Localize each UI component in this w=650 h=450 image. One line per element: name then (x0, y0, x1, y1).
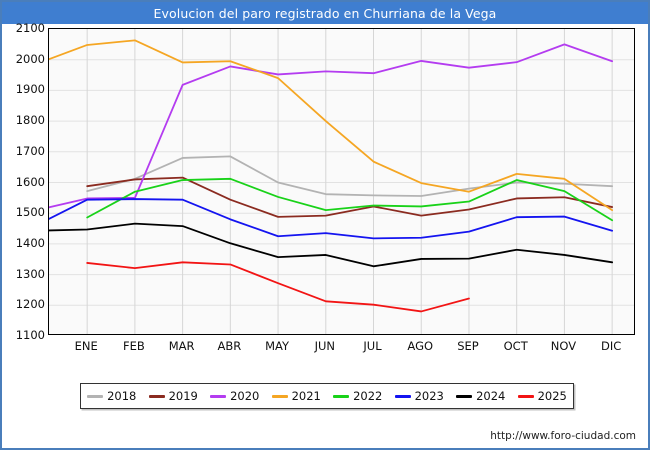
x-tick-label: DIC (600, 339, 622, 353)
legend-label: 2024 (476, 389, 506, 403)
series-line-2020 (49, 43, 614, 209)
legend-label: 2020 (230, 389, 260, 403)
x-tick-label: MAY (265, 339, 290, 353)
legend-swatch-icon (210, 394, 227, 398)
legend-swatch-icon (333, 394, 350, 398)
x-axis: ENE FEB MAR ABR MAY JUN JUL AGO SEP OCT NOV DIC (48, 339, 635, 357)
x-tick-label: ABR (217, 339, 242, 353)
legend-item-2023[interactable]: 2023 (394, 389, 444, 403)
x-tick-label: SEP (457, 339, 479, 353)
legend-item-2022[interactable]: 2022 (333, 389, 382, 403)
series-line-2025 (86, 261, 470, 313)
legend-item-2025[interactable]: 2025 (517, 389, 567, 403)
x-tick-label: AGO (407, 339, 434, 353)
series-line-2022 (86, 177, 614, 222)
y-tick-label: 2000 (15, 51, 45, 66)
x-tick-label: NOV (550, 339, 577, 353)
legend-item-2018[interactable]: 2018 (87, 389, 136, 403)
legend-item-2021[interactable]: 2021 (271, 389, 321, 403)
y-tick-label: 1300 (15, 266, 45, 281)
legend-label: 2021 (291, 389, 321, 403)
chart-legend: 2018 2019 2020 2021 2022 2023 2024 2025 (80, 383, 574, 409)
legend-label: 2018 (107, 389, 137, 403)
y-tick-label: 1400 (15, 235, 45, 250)
chart-canvas (49, 29, 634, 334)
plot-box (48, 28, 635, 335)
y-tick-label: 1100 (15, 328, 45, 342)
legend-item-2020[interactable]: 2020 (210, 389, 259, 403)
series-line-2024 (49, 222, 614, 268)
legend-swatch-icon (517, 394, 534, 398)
series-line-2023 (49, 198, 614, 240)
x-tick-label: MAR (168, 339, 195, 353)
legend-swatch-icon (271, 394, 288, 398)
footer-url: http://www.foro-ciudad.com (490, 430, 636, 442)
y-tick-label: 2100 (15, 21, 45, 35)
x-tick-label: JUN (314, 339, 336, 353)
y-tick-label: 1800 (15, 113, 45, 128)
y-tick-label: 1500 (15, 205, 45, 220)
legend-label: 2023 (414, 389, 444, 403)
legend-swatch-icon (456, 394, 473, 398)
y-tick-label: 1900 (15, 82, 45, 97)
x-tick-label: JUL (363, 339, 382, 353)
x-tick-label: FEB (123, 339, 145, 353)
legend-label: 2022 (353, 389, 383, 403)
page-title: Evolucion del paro registrado en Churria… (153, 5, 497, 21)
y-axis: 1100 1200 1300 1400 1500 1600 1700 1800 1900 2000… (2, 21, 45, 342)
legend-swatch-icon (148, 394, 165, 398)
series-line-2021 (49, 39, 614, 212)
y-tick-label: 1700 (15, 143, 45, 158)
series-line-2019 (86, 176, 614, 218)
plot-area (48, 28, 635, 335)
legend-swatch-icon (394, 394, 411, 398)
x-tick-label: ENE (74, 339, 98, 353)
y-tick-label: 1600 (15, 174, 45, 189)
y-tick-label: 1200 (15, 297, 45, 312)
window-title-bar: Evolucion del paro registrado en Churria… (2, 2, 648, 24)
legend-item-2019[interactable]: 2019 (148, 389, 198, 403)
legend-label: 2025 (537, 389, 567, 403)
legend-item-2024[interactable]: 2024 (456, 389, 505, 403)
x-tick-label: OCT (503, 339, 528, 353)
legend-swatch-icon (87, 394, 104, 398)
legend-label: 2019 (168, 389, 198, 403)
